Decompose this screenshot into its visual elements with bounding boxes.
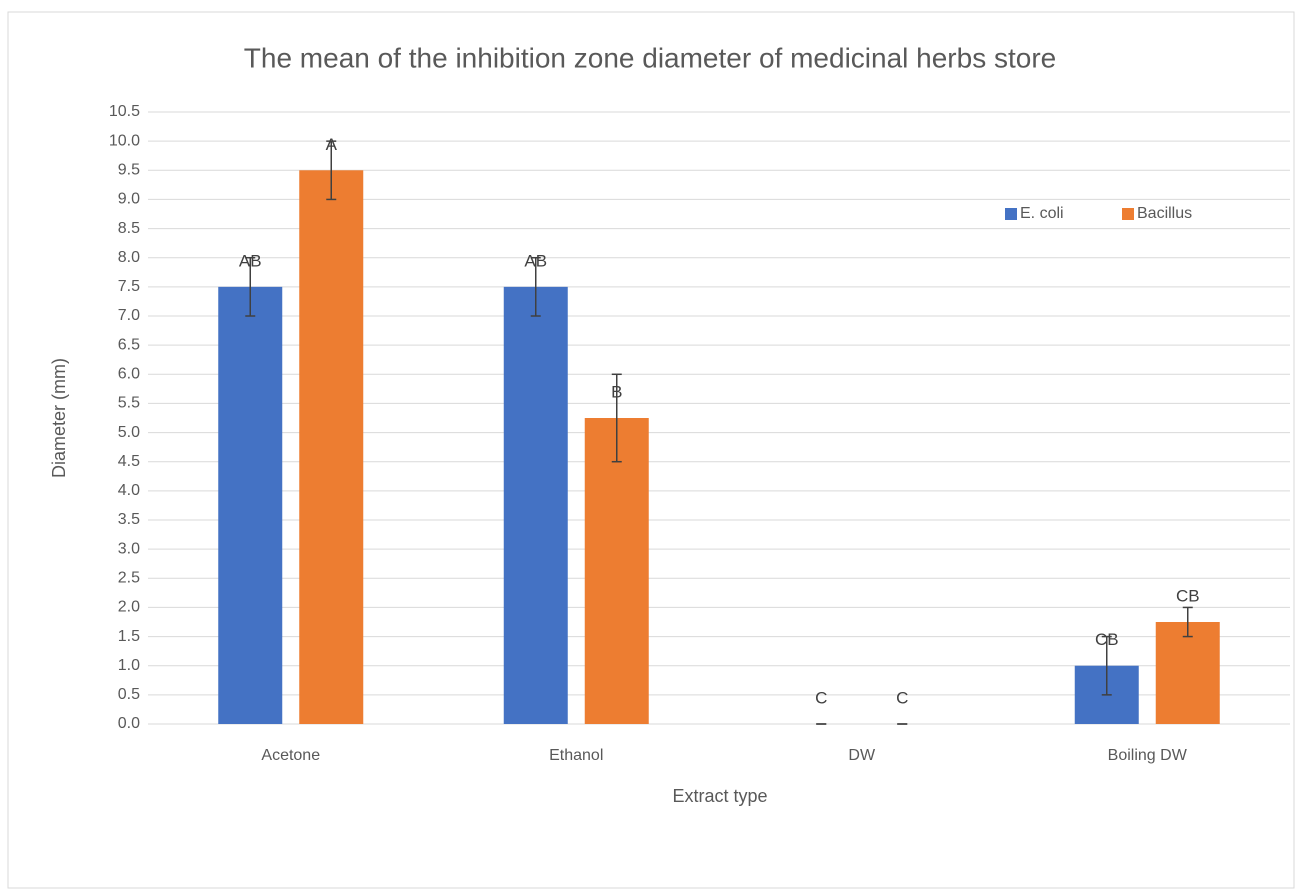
y-tick-label: 6.5 — [118, 336, 140, 353]
y-tick-label: 7.5 — [118, 278, 140, 295]
y-tick-label: 5.5 — [118, 395, 140, 412]
y-axis-label: Diameter (mm) — [49, 358, 69, 478]
chart-title: The mean of the inhibition zone diameter… — [244, 42, 1056, 73]
bar — [218, 286, 283, 724]
annotation: AB — [524, 251, 547, 270]
y-tick-label: 10.5 — [109, 103, 140, 120]
legend-label: Bacillus — [1137, 205, 1192, 222]
annotation: CB — [1095, 630, 1119, 649]
x-tick-label: Acetone — [261, 747, 320, 764]
y-tick-label: 9.0 — [118, 191, 140, 208]
y-tick-label: 1.0 — [118, 657, 140, 674]
y-tick-label: 5.0 — [118, 424, 140, 441]
y-tick-label: 0.0 — [118, 715, 140, 732]
bar — [584, 418, 649, 724]
x-tick-label: Ethanol — [549, 747, 603, 764]
y-tick-label: 2.0 — [118, 599, 140, 616]
y-tick-label: 9.5 — [118, 162, 140, 179]
error-bar — [530, 256, 541, 317]
annotation: A — [326, 135, 338, 154]
legend-swatch — [1122, 208, 1134, 220]
error-bar — [1101, 635, 1112, 696]
bar — [503, 286, 568, 724]
error-bar — [245, 256, 256, 317]
annotation: C — [896, 688, 908, 707]
y-tick-label: 7.0 — [118, 307, 140, 324]
error-bar — [326, 140, 337, 201]
annotation: CB — [1176, 586, 1200, 605]
annotation: AB — [239, 251, 262, 270]
annotation: C — [815, 688, 827, 707]
x-tick-label: DW — [848, 747, 876, 764]
y-tick-label: 8.0 — [118, 249, 140, 266]
y-tick-label: 4.0 — [118, 482, 140, 499]
y-tick-label: 10.0 — [109, 132, 140, 149]
y-tick-label: 4.5 — [118, 453, 140, 470]
chart-frame — [7, 11, 1295, 889]
error-bar — [1182, 606, 1193, 638]
y-tick-label: 1.5 — [118, 628, 140, 645]
annotation: B — [611, 382, 622, 401]
y-tick-label: 2.5 — [118, 570, 140, 587]
y-tick-label: 3.5 — [118, 511, 140, 528]
error-bar — [611, 373, 622, 463]
bar — [1155, 622, 1220, 724]
y-tick-label: 6.0 — [118, 366, 140, 383]
legend-swatch — [1005, 208, 1017, 220]
y-tick-label: 3.0 — [118, 540, 140, 557]
x-tick-label: Boiling DW — [1108, 747, 1188, 764]
y-tick-label: 8.5 — [118, 220, 140, 237]
y-tick-label: 0.5 — [118, 686, 140, 703]
legend-label: E. coli — [1020, 205, 1064, 222]
bar — [299, 170, 364, 725]
x-axis-label: Extract type — [672, 786, 767, 806]
